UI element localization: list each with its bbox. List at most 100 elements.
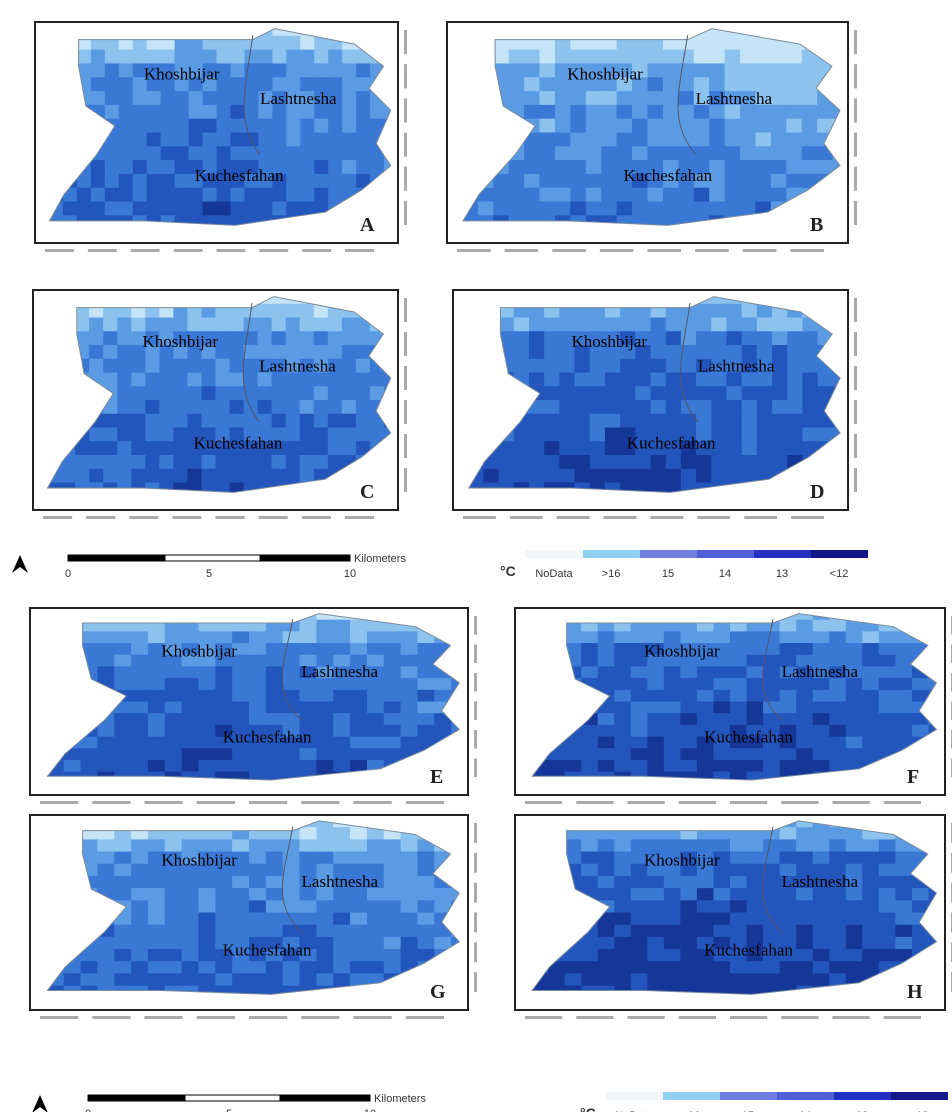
raster-cell bbox=[328, 146, 343, 160]
raster-cell bbox=[862, 937, 879, 950]
raster-cell bbox=[829, 900, 846, 913]
raster-cell bbox=[356, 119, 371, 133]
coordinate-tick-label bbox=[474, 853, 477, 873]
raster-cell bbox=[620, 414, 636, 428]
raster-cell bbox=[165, 925, 182, 938]
place-label: Khoshbijar bbox=[161, 851, 237, 870]
raster-cell bbox=[198, 900, 215, 913]
raster-cell bbox=[314, 331, 329, 345]
raster-cell bbox=[544, 359, 560, 373]
raster-cell bbox=[647, 973, 664, 986]
raster-cell bbox=[367, 631, 384, 643]
coordinate-tick-label bbox=[854, 434, 857, 458]
coordinate-tick-label bbox=[354, 801, 392, 804]
raster-cell bbox=[647, 713, 664, 725]
raster-cell bbox=[862, 925, 879, 938]
raster-cell bbox=[131, 900, 148, 913]
raster-cell bbox=[529, 345, 545, 359]
raster-cell bbox=[342, 91, 357, 105]
raster-cell bbox=[895, 713, 912, 725]
raster-cell bbox=[249, 864, 266, 877]
raster-cell bbox=[879, 852, 896, 865]
coordinate-tick-label bbox=[197, 801, 235, 804]
raster-cell bbox=[818, 373, 834, 387]
raster-cell bbox=[230, 331, 245, 345]
raster-cell bbox=[117, 345, 132, 359]
raster-cell bbox=[829, 937, 846, 950]
raster-cell bbox=[631, 973, 648, 986]
legend-swatch bbox=[834, 1092, 891, 1100]
raster-cell bbox=[119, 119, 134, 133]
raster-cell bbox=[201, 400, 216, 414]
raster-cell bbox=[117, 318, 132, 332]
raster-cell bbox=[755, 160, 771, 174]
raster-cell bbox=[813, 973, 830, 986]
raster-cell bbox=[730, 925, 747, 938]
raster-cell bbox=[131, 748, 148, 760]
raster-cell bbox=[664, 913, 681, 926]
raster-cell bbox=[730, 888, 747, 901]
raster-cell bbox=[620, 359, 636, 373]
raster-cell bbox=[384, 888, 401, 901]
legend-swatch bbox=[891, 1092, 948, 1100]
raster-cell bbox=[173, 428, 188, 442]
raster-cell bbox=[131, 888, 148, 901]
map-panel: KhoshbijarLashtneshaKuchesfahanF bbox=[515, 608, 952, 804]
raster-cell bbox=[648, 105, 664, 119]
raster-cell bbox=[103, 469, 118, 483]
raster-cell bbox=[846, 713, 863, 725]
raster-cell bbox=[605, 441, 621, 455]
raster-cell bbox=[555, 119, 571, 133]
raster-cell bbox=[614, 725, 631, 737]
raster-cell bbox=[198, 702, 215, 714]
raster-cell bbox=[215, 973, 232, 986]
raster-cell bbox=[77, 202, 92, 216]
raster-cell bbox=[742, 414, 758, 428]
raster-cell bbox=[555, 146, 571, 160]
raster-cell bbox=[145, 469, 160, 483]
raster-cell bbox=[763, 925, 780, 938]
raster-cell bbox=[565, 760, 582, 772]
raster-cell bbox=[367, 748, 384, 760]
raster-cell bbox=[713, 713, 730, 725]
raster-cell bbox=[89, 455, 104, 469]
raster-cell bbox=[145, 414, 160, 428]
raster-cell bbox=[631, 702, 648, 714]
raster-cell bbox=[203, 91, 218, 105]
raster-cell bbox=[879, 937, 896, 950]
raster-cell bbox=[147, 188, 162, 202]
raster-cell bbox=[631, 937, 648, 950]
raster-cell bbox=[648, 77, 664, 91]
raster-cell bbox=[89, 331, 104, 345]
raster-cell bbox=[483, 469, 499, 483]
raster-cell bbox=[514, 331, 530, 345]
raster-cell bbox=[846, 748, 863, 760]
raster-cell bbox=[203, 146, 218, 160]
raster-cell bbox=[590, 441, 606, 455]
raster-cell bbox=[763, 839, 780, 852]
raster-cell bbox=[879, 678, 896, 690]
raster-cell bbox=[266, 925, 283, 938]
coordinate-tick-label bbox=[40, 1016, 78, 1019]
raster-cell bbox=[730, 864, 747, 877]
raster-cell bbox=[249, 678, 266, 690]
raster-cell bbox=[81, 760, 98, 772]
coordinate-tick-label bbox=[781, 801, 818, 804]
place-label: Kuchesfahan bbox=[194, 433, 283, 452]
raster-cell bbox=[401, 655, 418, 667]
place-label: Lashtnesha bbox=[259, 356, 336, 375]
raster-cell bbox=[114, 643, 131, 655]
raster-cell bbox=[802, 91, 818, 105]
raster-cell bbox=[131, 414, 146, 428]
raster-cell bbox=[384, 690, 401, 702]
raster-cell bbox=[131, 864, 148, 877]
raster-cell bbox=[198, 678, 215, 690]
raster-cell bbox=[232, 973, 249, 986]
raster-cell bbox=[286, 428, 301, 442]
raster-cell bbox=[133, 160, 148, 174]
raster-cell bbox=[103, 373, 118, 387]
raster-cell bbox=[249, 973, 266, 986]
raster-cell bbox=[131, 737, 148, 749]
raster-cell bbox=[681, 318, 697, 332]
raster-cell bbox=[772, 386, 788, 400]
